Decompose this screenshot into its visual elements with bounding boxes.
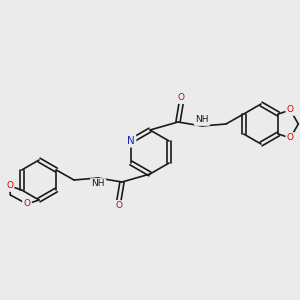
Text: O: O (287, 106, 294, 115)
Text: O: O (6, 182, 13, 190)
Text: O: O (116, 202, 122, 211)
Text: NH: NH (195, 116, 209, 124)
Text: O: O (287, 134, 294, 142)
Text: O: O (23, 200, 31, 208)
Text: O: O (178, 94, 184, 103)
Text: N: N (127, 136, 135, 146)
Text: NH: NH (91, 179, 105, 188)
